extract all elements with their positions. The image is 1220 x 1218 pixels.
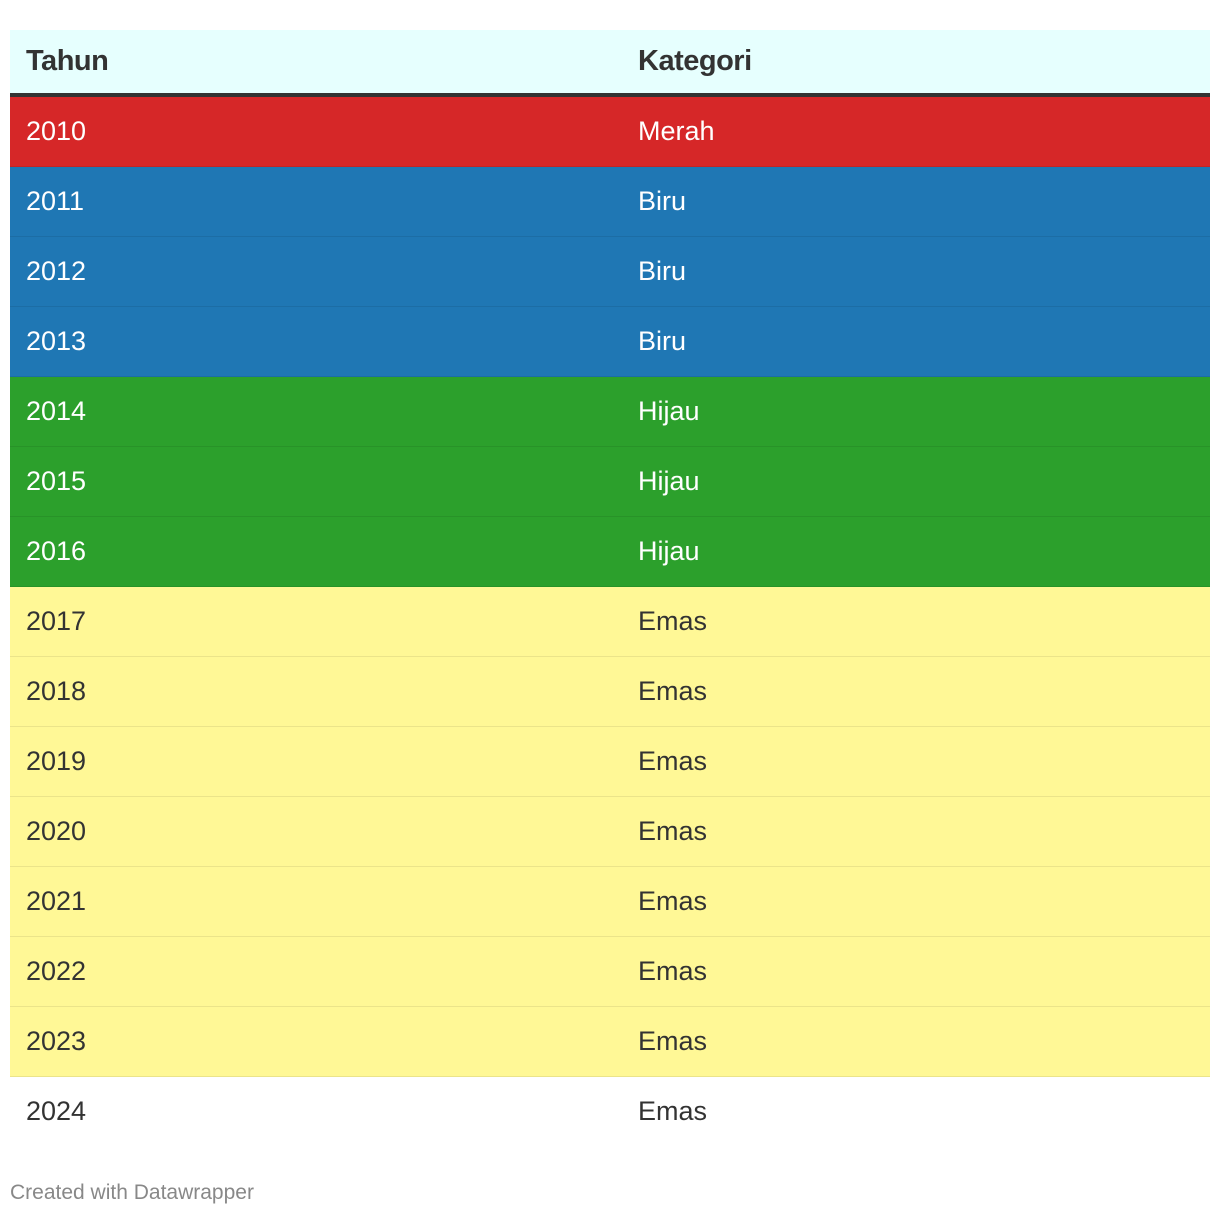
header-row: Tahun Kategori: [10, 30, 1210, 97]
table-row: 2011 Biru: [10, 166, 1210, 237]
data-table-container: Tahun Kategori 2010 Merah 2011 Biru 2012 Biru…: [10, 30, 1210, 1146]
cell-kategori: Biru: [610, 236, 1210, 307]
cell-kategori: Hijau: [610, 446, 1210, 517]
cell-tahun: 2019: [10, 726, 610, 797]
table-row: 2014 Hijau: [10, 376, 1210, 447]
table-row: 2018 Emas: [10, 656, 1210, 727]
cell-tahun: 2010: [10, 95, 610, 167]
cell-tahun: 2016: [10, 516, 610, 587]
cell-tahun: 2022: [10, 936, 610, 1007]
cell-kategori: Hijau: [610, 376, 1210, 447]
cell-tahun: 2012: [10, 236, 610, 307]
table-header: Tahun Kategori: [10, 30, 1210, 97]
cell-tahun: 2011: [10, 166, 610, 237]
table-row: 2017 Emas: [10, 586, 1210, 657]
table-row: 2013 Biru: [10, 306, 1210, 377]
cell-tahun: 2013: [10, 306, 610, 377]
cell-kategori: Emas: [610, 586, 1210, 657]
cell-kategori: Emas: [610, 656, 1210, 727]
cell-kategori: Biru: [610, 306, 1210, 377]
data-table: Tahun Kategori 2010 Merah 2011 Biru 2012 Biru…: [10, 30, 1210, 1146]
table-row: 2020 Emas: [10, 796, 1210, 867]
column-header-kategori[interactable]: Kategori: [610, 30, 1210, 97]
table-row: 2024 Emas: [10, 1076, 1210, 1146]
cell-kategori: Emas: [610, 796, 1210, 867]
cell-kategori: Emas: [638, 1096, 708, 1126]
cell-kategori: Merah: [610, 95, 1210, 167]
table-row: 2022 Emas: [10, 936, 1210, 1007]
table-row: 2015 Hijau: [10, 446, 1210, 517]
table-body: 2010 Merah 2011 Biru 2012 Biru 2013 Biru 2014 Hij…: [10, 95, 1210, 1146]
table-row: 2012 Biru: [10, 236, 1210, 307]
cell-kategori: Emas: [610, 936, 1210, 1007]
column-header-tahun[interactable]: Tahun: [10, 30, 610, 97]
cell-tahun: 2017: [10, 586, 610, 657]
table-row: 2016 Hijau: [10, 516, 1210, 587]
cell-tahun: 2023: [10, 1006, 610, 1077]
cell-tahun: 2021: [10, 866, 610, 937]
cell-tahun: 2014: [10, 376, 610, 447]
cell-kategori: Biru: [610, 166, 1210, 237]
table-row: 2021 Emas: [10, 866, 1210, 937]
table-row: 2019 Emas: [10, 726, 1210, 797]
cell-tahun: 2020: [10, 796, 610, 867]
cell-kategori: Hijau: [610, 516, 1210, 587]
footer-credit: Created with Datawrapper: [10, 1181, 254, 1204]
table-row: 2023 Emas: [10, 1006, 1210, 1077]
cell-tahun: 2015: [10, 446, 610, 517]
cell-kategori: Emas: [610, 726, 1210, 797]
cell-tahun: 2024: [26, 1096, 87, 1126]
cell-tahun: 2018: [10, 656, 610, 727]
cell-kategori: Emas: [610, 1006, 1210, 1077]
cell-kategori: Emas: [610, 866, 1210, 937]
table-row: 2010 Merah: [10, 95, 1210, 167]
